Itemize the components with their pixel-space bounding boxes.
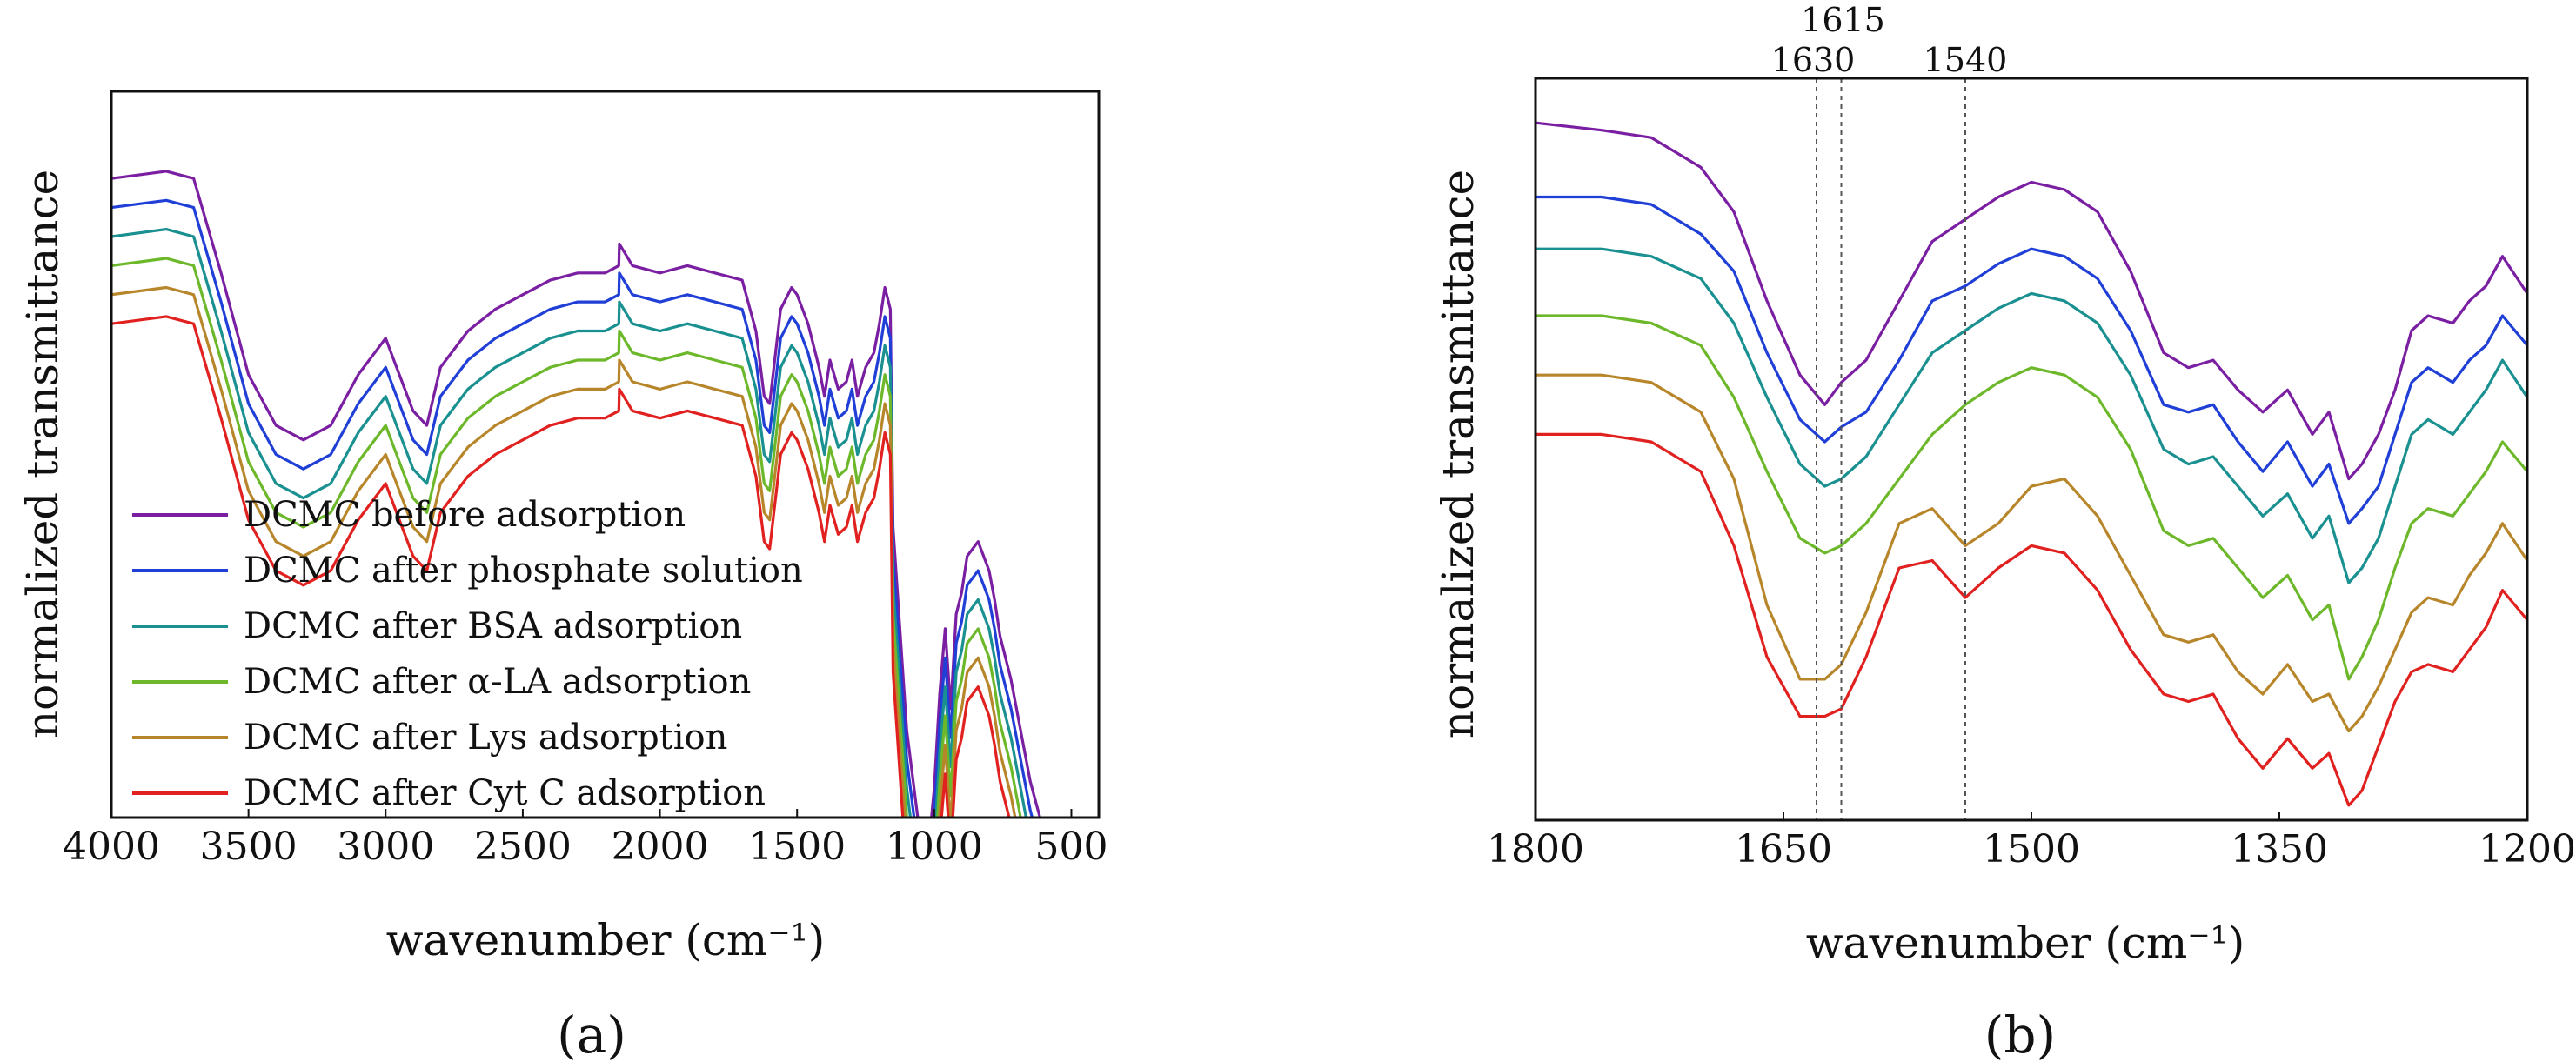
series-lines-a bbox=[111, 170, 1042, 818]
series-line-b-dcmc-after-lys-adsorption bbox=[1536, 373, 2527, 733]
x-tick-label-a: 1000 bbox=[886, 825, 983, 869]
x-tick-label-a: 1500 bbox=[748, 825, 846, 869]
x-tick-label-a: 2500 bbox=[474, 825, 572, 869]
x-tick-label-a: 3500 bbox=[200, 825, 298, 869]
legend: DCMC before adsorption DCMC after phospha… bbox=[132, 495, 803, 813]
x-tick-label-b: 1500 bbox=[1983, 827, 2080, 872]
legend-label-dcmc-after-la-adsorption: DCMC after α-LA adsorption bbox=[244, 662, 751, 702]
x-axis-ticks-a: 4000 3500 3000 2500 2000 1500 1000 500 bbox=[63, 809, 1107, 869]
reference-label-1615: 1615 bbox=[1801, 1, 1885, 39]
series-line-a-dcmc-after-la-adsorption bbox=[111, 257, 1022, 818]
legend-label-dcmc-after-cyt-c-adsorption: DCMC after Cyt C adsorption bbox=[244, 773, 766, 813]
x-tick-label-a: 3000 bbox=[337, 825, 434, 869]
x-tick-label-b: 1350 bbox=[2231, 827, 2328, 872]
x-tick-label-b: 1200 bbox=[2479, 827, 2576, 872]
x-axis-ticks-b: 1800 1650 1500 1350 1200 bbox=[1487, 812, 2576, 872]
legend-label-dcmc-after-lys-adsorption: DCMC after Lys adsorption bbox=[244, 718, 727, 758]
legend-label-dcmc-before-adsorption: DCMC before adsorption bbox=[244, 495, 686, 535]
series-line-a-dcmc-after-lys-adsorption bbox=[111, 285, 1017, 818]
x-tick-label-b: 1650 bbox=[1735, 827, 1832, 872]
reference-label-1540: 1540 bbox=[1924, 41, 2008, 79]
series-line-b-dcmc-after-cyt-c-adsorption bbox=[1536, 432, 2527, 807]
y-axis-label-b: normalized transmittance bbox=[1433, 170, 1483, 738]
series-line-b-dcmc-after-phosphate-solution bbox=[1536, 195, 2527, 525]
y-axis-label-a: normalized transmittance bbox=[17, 170, 68, 738]
x-tick-label-a: 2000 bbox=[612, 825, 709, 869]
series-line-a-dcmc-after-phosphate-solution bbox=[111, 198, 1034, 818]
chart-panel-a: 4000 3500 3000 2500 2000 1500 1000 500 wavenumb… bbox=[17, 90, 1107, 1062]
x-tick-label-a: 500 bbox=[1034, 825, 1107, 869]
panel-label-b: (b) bbox=[1984, 1005, 2056, 1062]
legend-label-dcmc-after-phosphate-solution: DCMC after phosphate solution bbox=[244, 551, 803, 591]
legend-label-dcmc-after-bsa-adsorption: DCMC after BSA adsorption bbox=[244, 606, 742, 646]
x-axis-label-b: wavenumber (cm⁻¹) bbox=[1806, 918, 2245, 968]
x-axis-label-a: wavenumber (cm⁻¹) bbox=[386, 915, 826, 965]
series-line-a-dcmc-before-adsorption bbox=[111, 170, 1042, 818]
series-line-a-dcmc-after-bsa-adsorption bbox=[111, 228, 1028, 818]
plot-frame-a bbox=[110, 90, 1101, 819]
x-tick-label-b: 1800 bbox=[1487, 827, 1584, 872]
series-lines-b bbox=[1536, 121, 2527, 807]
x-tick-label-a: 4000 bbox=[63, 825, 160, 869]
panel-label-a: (a) bbox=[557, 1005, 626, 1062]
series-line-b-dcmc-after-la-adsorption bbox=[1536, 314, 2527, 681]
reference-label-1630: 1630 bbox=[1771, 41, 1856, 79]
plot-frame-b bbox=[1534, 77, 2529, 822]
series-line-a-dcmc-after-cyt-c-adsorption bbox=[111, 315, 1011, 818]
series-line-b-dcmc-before-adsorption bbox=[1536, 121, 2527, 481]
series-line-b-dcmc-after-bsa-adsorption bbox=[1536, 247, 2527, 584]
